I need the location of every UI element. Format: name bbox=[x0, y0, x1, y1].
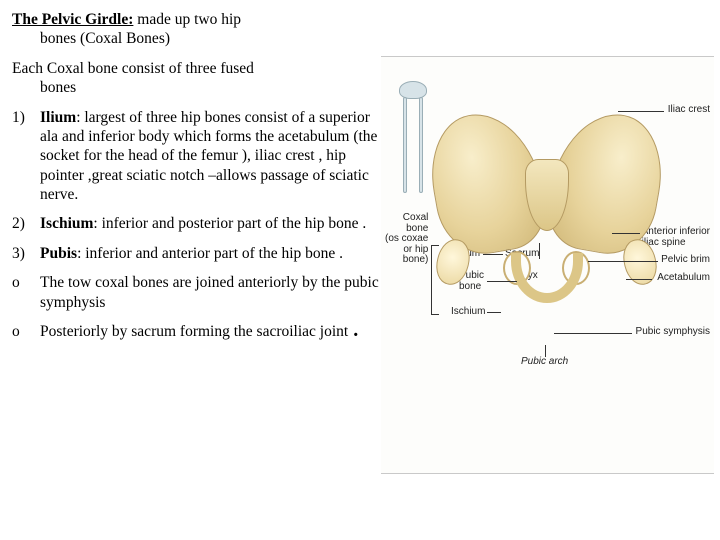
label-iliac-crest: Iliac crest bbox=[668, 105, 710, 116]
label-coxal-bone: Coxal bone (os coxae or hip bone) bbox=[385, 213, 428, 266]
subheading-line1: Each Coxal bone consist of three fused bbox=[12, 60, 254, 77]
bullet-list: o The tow coxal bones are joined anterio… bbox=[12, 273, 384, 341]
item-text: : inferior and posterior part of the hip… bbox=[93, 215, 366, 232]
pelvis-drawing bbox=[439, 113, 654, 343]
bullet-dot: . bbox=[348, 319, 358, 341]
numbered-list: 1) Ilium: largest of three hip bones con… bbox=[12, 108, 384, 264]
list-item: o Posteriorly by sacrum forming the sacr… bbox=[12, 322, 384, 341]
subheading-line2: bones bbox=[12, 78, 384, 97]
anatomy-figure: Iliac crest Anterior inferior iliac spin… bbox=[375, 50, 720, 480]
label-pubic-arch: Pubic arch bbox=[521, 357, 568, 368]
subheading: Each Coxal bone consist of three fused b… bbox=[12, 59, 384, 98]
label-pelvic-brim: Pelvic brim bbox=[661, 255, 710, 266]
item-number: 1) bbox=[12, 108, 25, 127]
lead-line bbox=[618, 111, 664, 112]
bullet-marker: o bbox=[12, 273, 20, 292]
mini-leg-shape bbox=[419, 97, 423, 193]
list-item: 3) Pubis: inferior and anterior part of … bbox=[12, 244, 384, 263]
lead-line bbox=[554, 333, 632, 334]
figure-frame: Iliac crest Anterior inferior iliac spin… bbox=[381, 56, 714, 474]
bullet-text: The tow coxal bones are joined anteriorl… bbox=[40, 274, 379, 310]
heading-title: The Pelvic Girdle: bbox=[12, 11, 133, 28]
text-content: The Pelvic Girdle: made up two hip bones… bbox=[12, 10, 384, 351]
bullet-text: Posteriorly by sacrum forming the sacroi… bbox=[40, 323, 348, 340]
lead-line bbox=[612, 233, 640, 234]
item-number: 3) bbox=[12, 244, 25, 263]
pubic-arch-shape bbox=[511, 253, 583, 303]
heading: The Pelvic Girdle: made up two hip bones… bbox=[12, 10, 384, 49]
item-text: : inferior and anterior part of the hip … bbox=[77, 245, 343, 262]
mini-leg-shape bbox=[403, 97, 407, 193]
list-item: 1) Ilium: largest of three hip bones con… bbox=[12, 108, 384, 205]
item-number: 2) bbox=[12, 214, 25, 233]
heading-rest: made up two hip bbox=[133, 11, 241, 28]
lead-line bbox=[545, 345, 546, 357]
item-term: Pubis bbox=[40, 245, 77, 262]
list-item: 2) Ischium: inferior and posterior part … bbox=[12, 214, 384, 233]
lead-line bbox=[626, 279, 652, 280]
lead-line bbox=[487, 312, 501, 313]
item-term: Ischium bbox=[40, 215, 93, 232]
label-acetabulum: Acetabulum bbox=[657, 273, 710, 284]
lead-line bbox=[483, 254, 503, 255]
lead-line bbox=[588, 261, 658, 262]
list-item: o The tow coxal bones are joined anterio… bbox=[12, 273, 384, 312]
lead-line bbox=[539, 243, 540, 259]
item-term: Ilium bbox=[40, 109, 76, 126]
item-text: : largest of three hip bones consist of … bbox=[40, 109, 377, 204]
heading-line2: bones (Coxal Bones) bbox=[12, 29, 384, 48]
bullet-marker: o bbox=[12, 322, 20, 341]
skeleton-inset bbox=[393, 77, 433, 197]
lead-line bbox=[487, 281, 517, 282]
